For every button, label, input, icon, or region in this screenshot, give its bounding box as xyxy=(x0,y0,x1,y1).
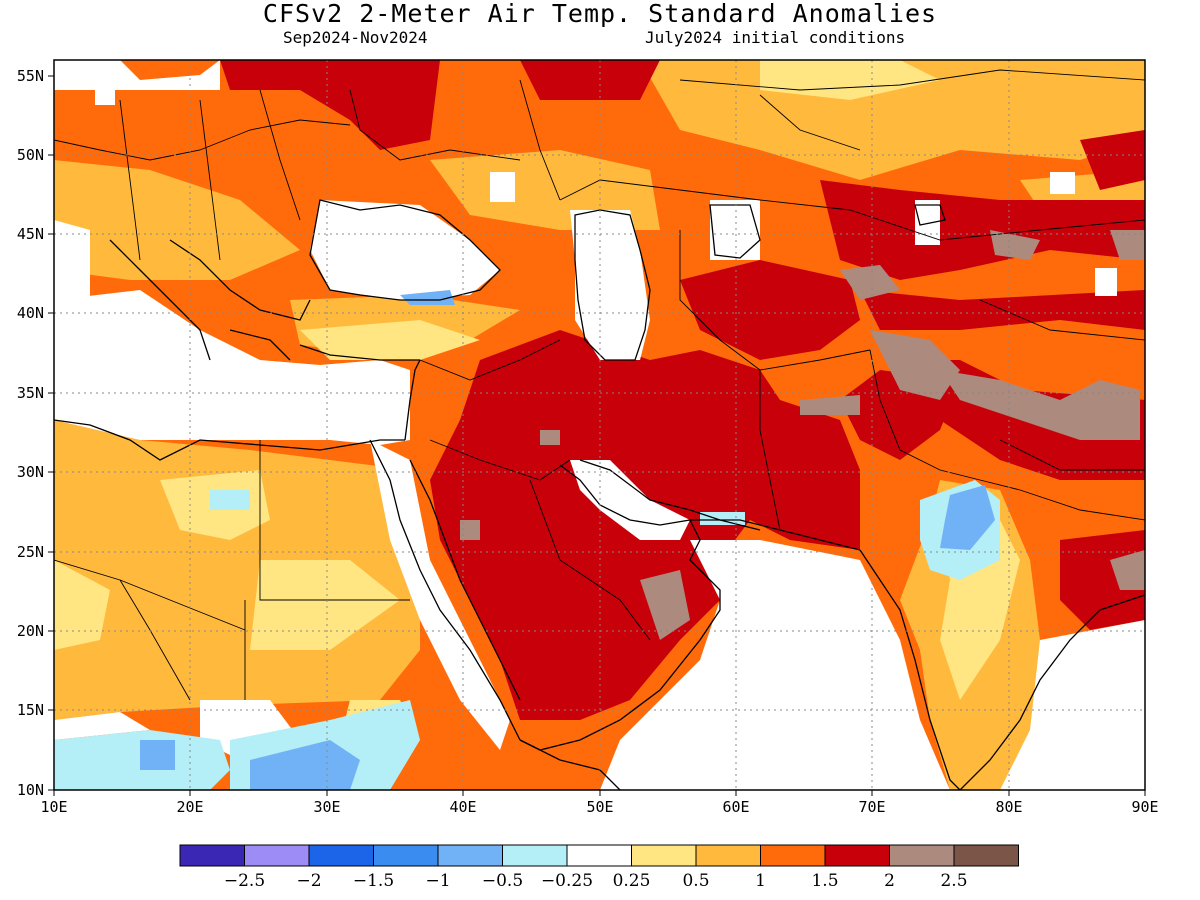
x-tick-label: 90E xyxy=(1131,798,1158,816)
forecast-period: Sep2024-Nov2024 xyxy=(283,28,428,47)
colorbar-swatch xyxy=(308,844,374,867)
y-tick-label: 15N xyxy=(17,701,44,719)
colorbar-label: 0.5 xyxy=(682,871,709,891)
initial-conditions: July2024 initial conditions xyxy=(645,28,906,47)
y-tick-label: 25N xyxy=(17,543,44,561)
extreme-warm-areas xyxy=(460,230,1145,640)
x-axis-labels: 10E 20E 30E 40E 50E 60E 70E 80E 90E xyxy=(40,798,1158,816)
colorbar xyxy=(179,844,1019,867)
x-tick-label: 80E xyxy=(995,798,1022,816)
colorbar-labels: −2.5 −2 −1.5 −1 −0.5 −0.25 0.25 0.5 1 1.5 2 2.5 xyxy=(224,871,968,891)
colorbar-swatch xyxy=(373,844,439,867)
x-tick-label: 10E xyxy=(40,798,67,816)
gridlines xyxy=(54,60,1145,790)
colorbar-label: −0.5 xyxy=(482,871,523,891)
colorbar-label: 2.5 xyxy=(940,871,967,891)
colorbar-label: 1.5 xyxy=(811,871,838,891)
colorbar-label: 0.25 xyxy=(613,871,651,891)
coastlines xyxy=(54,199,1145,790)
colorbar-swatch xyxy=(244,844,310,867)
colorbar-label: 2 xyxy=(884,871,895,891)
x-tick-label: 20E xyxy=(176,798,203,816)
map-title: CFSv2 2-Meter Air Temp. Standard Anomali… xyxy=(262,0,938,28)
x-tick-label: 60E xyxy=(722,798,749,816)
colorbar-swatch xyxy=(502,844,568,867)
cool-areas xyxy=(54,290,1000,790)
moderate-warm-areas xyxy=(54,60,1145,790)
y-tick-label: 20N xyxy=(17,622,44,640)
colorbar-label: −1.5 xyxy=(353,871,394,891)
tick-marks xyxy=(48,75,1146,796)
colorbar-swatch xyxy=(179,844,245,867)
y-tick-label: 45N xyxy=(17,225,44,243)
y-tick-label: 30N xyxy=(17,463,44,481)
country-borders xyxy=(54,69,1145,701)
colorbar-swatch xyxy=(760,844,826,867)
colorbar-label: −0.25 xyxy=(541,871,593,891)
colorbar-label: −1 xyxy=(425,871,450,891)
colorbar-label: 1 xyxy=(755,871,766,891)
x-tick-label: 40E xyxy=(449,798,476,816)
colorbar-label: −2.5 xyxy=(224,871,265,891)
colorbar-swatch xyxy=(889,844,955,867)
colorbar-swatch xyxy=(437,844,503,867)
anomaly-fields xyxy=(54,60,1145,790)
colorbar-swatch xyxy=(824,844,890,867)
x-tick-label: 70E xyxy=(858,798,885,816)
y-tick-label: 10N xyxy=(17,781,44,799)
y-tick-label: 50N xyxy=(17,146,44,164)
y-axis-labels: 55N 50N 45N 40N 35N 30N 25N 20N 15N 10N xyxy=(17,67,44,799)
colorbar-label: −2 xyxy=(296,871,321,891)
x-tick-label: 30E xyxy=(313,798,340,816)
colorbar-swatch xyxy=(695,844,761,867)
y-tick-label: 40N xyxy=(17,304,44,322)
y-tick-label: 55N xyxy=(17,67,44,85)
colorbar-swatch xyxy=(566,844,632,867)
y-tick-label: 35N xyxy=(17,384,44,402)
x-tick-label: 50E xyxy=(586,798,613,816)
colorbar-swatch xyxy=(953,844,1019,867)
colorbar-swatch xyxy=(631,844,697,867)
neutral-areas xyxy=(54,60,1145,790)
